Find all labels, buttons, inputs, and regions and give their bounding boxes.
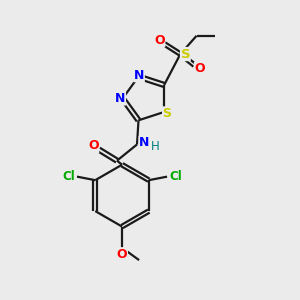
Text: H: H [151, 140, 160, 153]
Text: O: O [88, 140, 99, 152]
Text: O: O [154, 34, 165, 47]
Text: S: S [181, 48, 190, 61]
Text: O: O [117, 248, 127, 261]
Text: S: S [163, 107, 172, 120]
Text: O: O [194, 62, 205, 75]
Text: N: N [115, 92, 125, 105]
Text: Cl: Cl [62, 170, 75, 183]
Text: N: N [134, 69, 144, 82]
Text: N: N [139, 136, 150, 149]
Text: Cl: Cl [169, 170, 182, 183]
